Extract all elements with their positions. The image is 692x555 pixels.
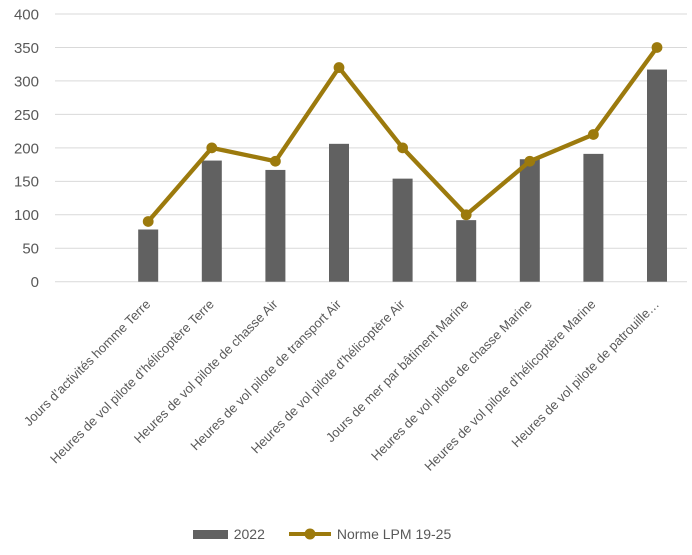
legend-item-norme: Norme LPM 19-25 — [288, 526, 452, 542]
y-tick-label: 50 — [22, 241, 39, 258]
legend-item-2022: 2022 — [192, 526, 265, 542]
bar — [201, 160, 222, 282]
y-tick-label: 400 — [14, 6, 39, 23]
norme-marker-icon — [460, 209, 472, 221]
legend-bar-swatch-icon — [192, 529, 228, 539]
y-tick-label: 150 — [14, 174, 39, 191]
norme-marker-icon — [333, 62, 345, 73]
norme-marker-icon — [397, 142, 408, 154]
norme-marker-icon — [206, 142, 218, 154]
gridlines — [55, 13, 687, 283]
bar — [265, 169, 286, 282]
bar — [392, 178, 413, 282]
bar — [647, 69, 667, 282]
y-tick-label: 0 — [31, 274, 39, 291]
norme-marker-icon — [524, 155, 536, 167]
y-tick-label: 300 — [14, 73, 39, 90]
line-series-norme — [142, 42, 663, 227]
category-label: Jours d’activités homme Terre — [21, 297, 154, 430]
y-tick-label: 350 — [14, 40, 39, 57]
bar-series-2022 — [138, 69, 667, 282]
y-tick-label: 200 — [14, 140, 39, 157]
bar — [519, 159, 540, 282]
y-tick-label: 100 — [14, 207, 39, 224]
y-axis-tick-labels: 0 50 100 150 200 250 300 350 400 — [14, 6, 39, 291]
norme-marker-icon — [651, 42, 663, 53]
bar — [583, 153, 604, 282]
norme-marker-icon — [588, 129, 599, 140]
y-tick-label: 250 — [14, 107, 39, 124]
norme-marker-icon — [270, 155, 281, 167]
norme-marker-icon — [142, 216, 154, 227]
legend-label-2022: 2022 — [233, 526, 265, 542]
legend-line-marker-icon — [288, 528, 331, 540]
bar — [138, 229, 159, 282]
bar — [329, 143, 349, 282]
chart-legend: 2022 Norme LPM 19-25 — [0, 526, 668, 542]
legend-label-norme: Norme LPM 19-25 — [336, 526, 452, 542]
bar — [456, 220, 477, 282]
